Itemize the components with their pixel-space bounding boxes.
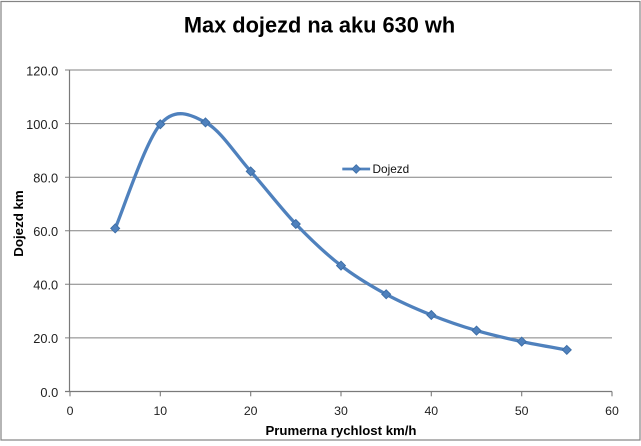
svg-text:60: 60: [605, 404, 619, 418]
svg-text:80.0: 80.0: [33, 171, 58, 186]
svg-text:40.0: 40.0: [33, 278, 58, 293]
svg-text:Max dojezd na aku 630 wh: Max dojezd na aku 630 wh: [184, 12, 455, 37]
svg-text:30: 30: [334, 404, 348, 418]
svg-text:40: 40: [424, 404, 438, 418]
svg-text:0: 0: [67, 404, 74, 418]
svg-text:20: 20: [244, 404, 258, 418]
svg-text:20.0: 20.0: [33, 331, 58, 346]
svg-text:Dojezd: Dojezd: [373, 162, 410, 176]
svg-text:Prumerna rychlost km/h: Prumerna rychlost km/h: [266, 423, 417, 438]
svg-text:0.0: 0.0: [40, 385, 58, 400]
svg-text:100.0: 100.0: [26, 117, 58, 132]
svg-text:10: 10: [153, 404, 167, 418]
svg-text:120.0: 120.0: [26, 63, 58, 78]
svg-text:Dojezd km: Dojezd km: [11, 190, 26, 257]
svg-text:50: 50: [515, 404, 529, 418]
svg-text:60.0: 60.0: [33, 224, 58, 239]
